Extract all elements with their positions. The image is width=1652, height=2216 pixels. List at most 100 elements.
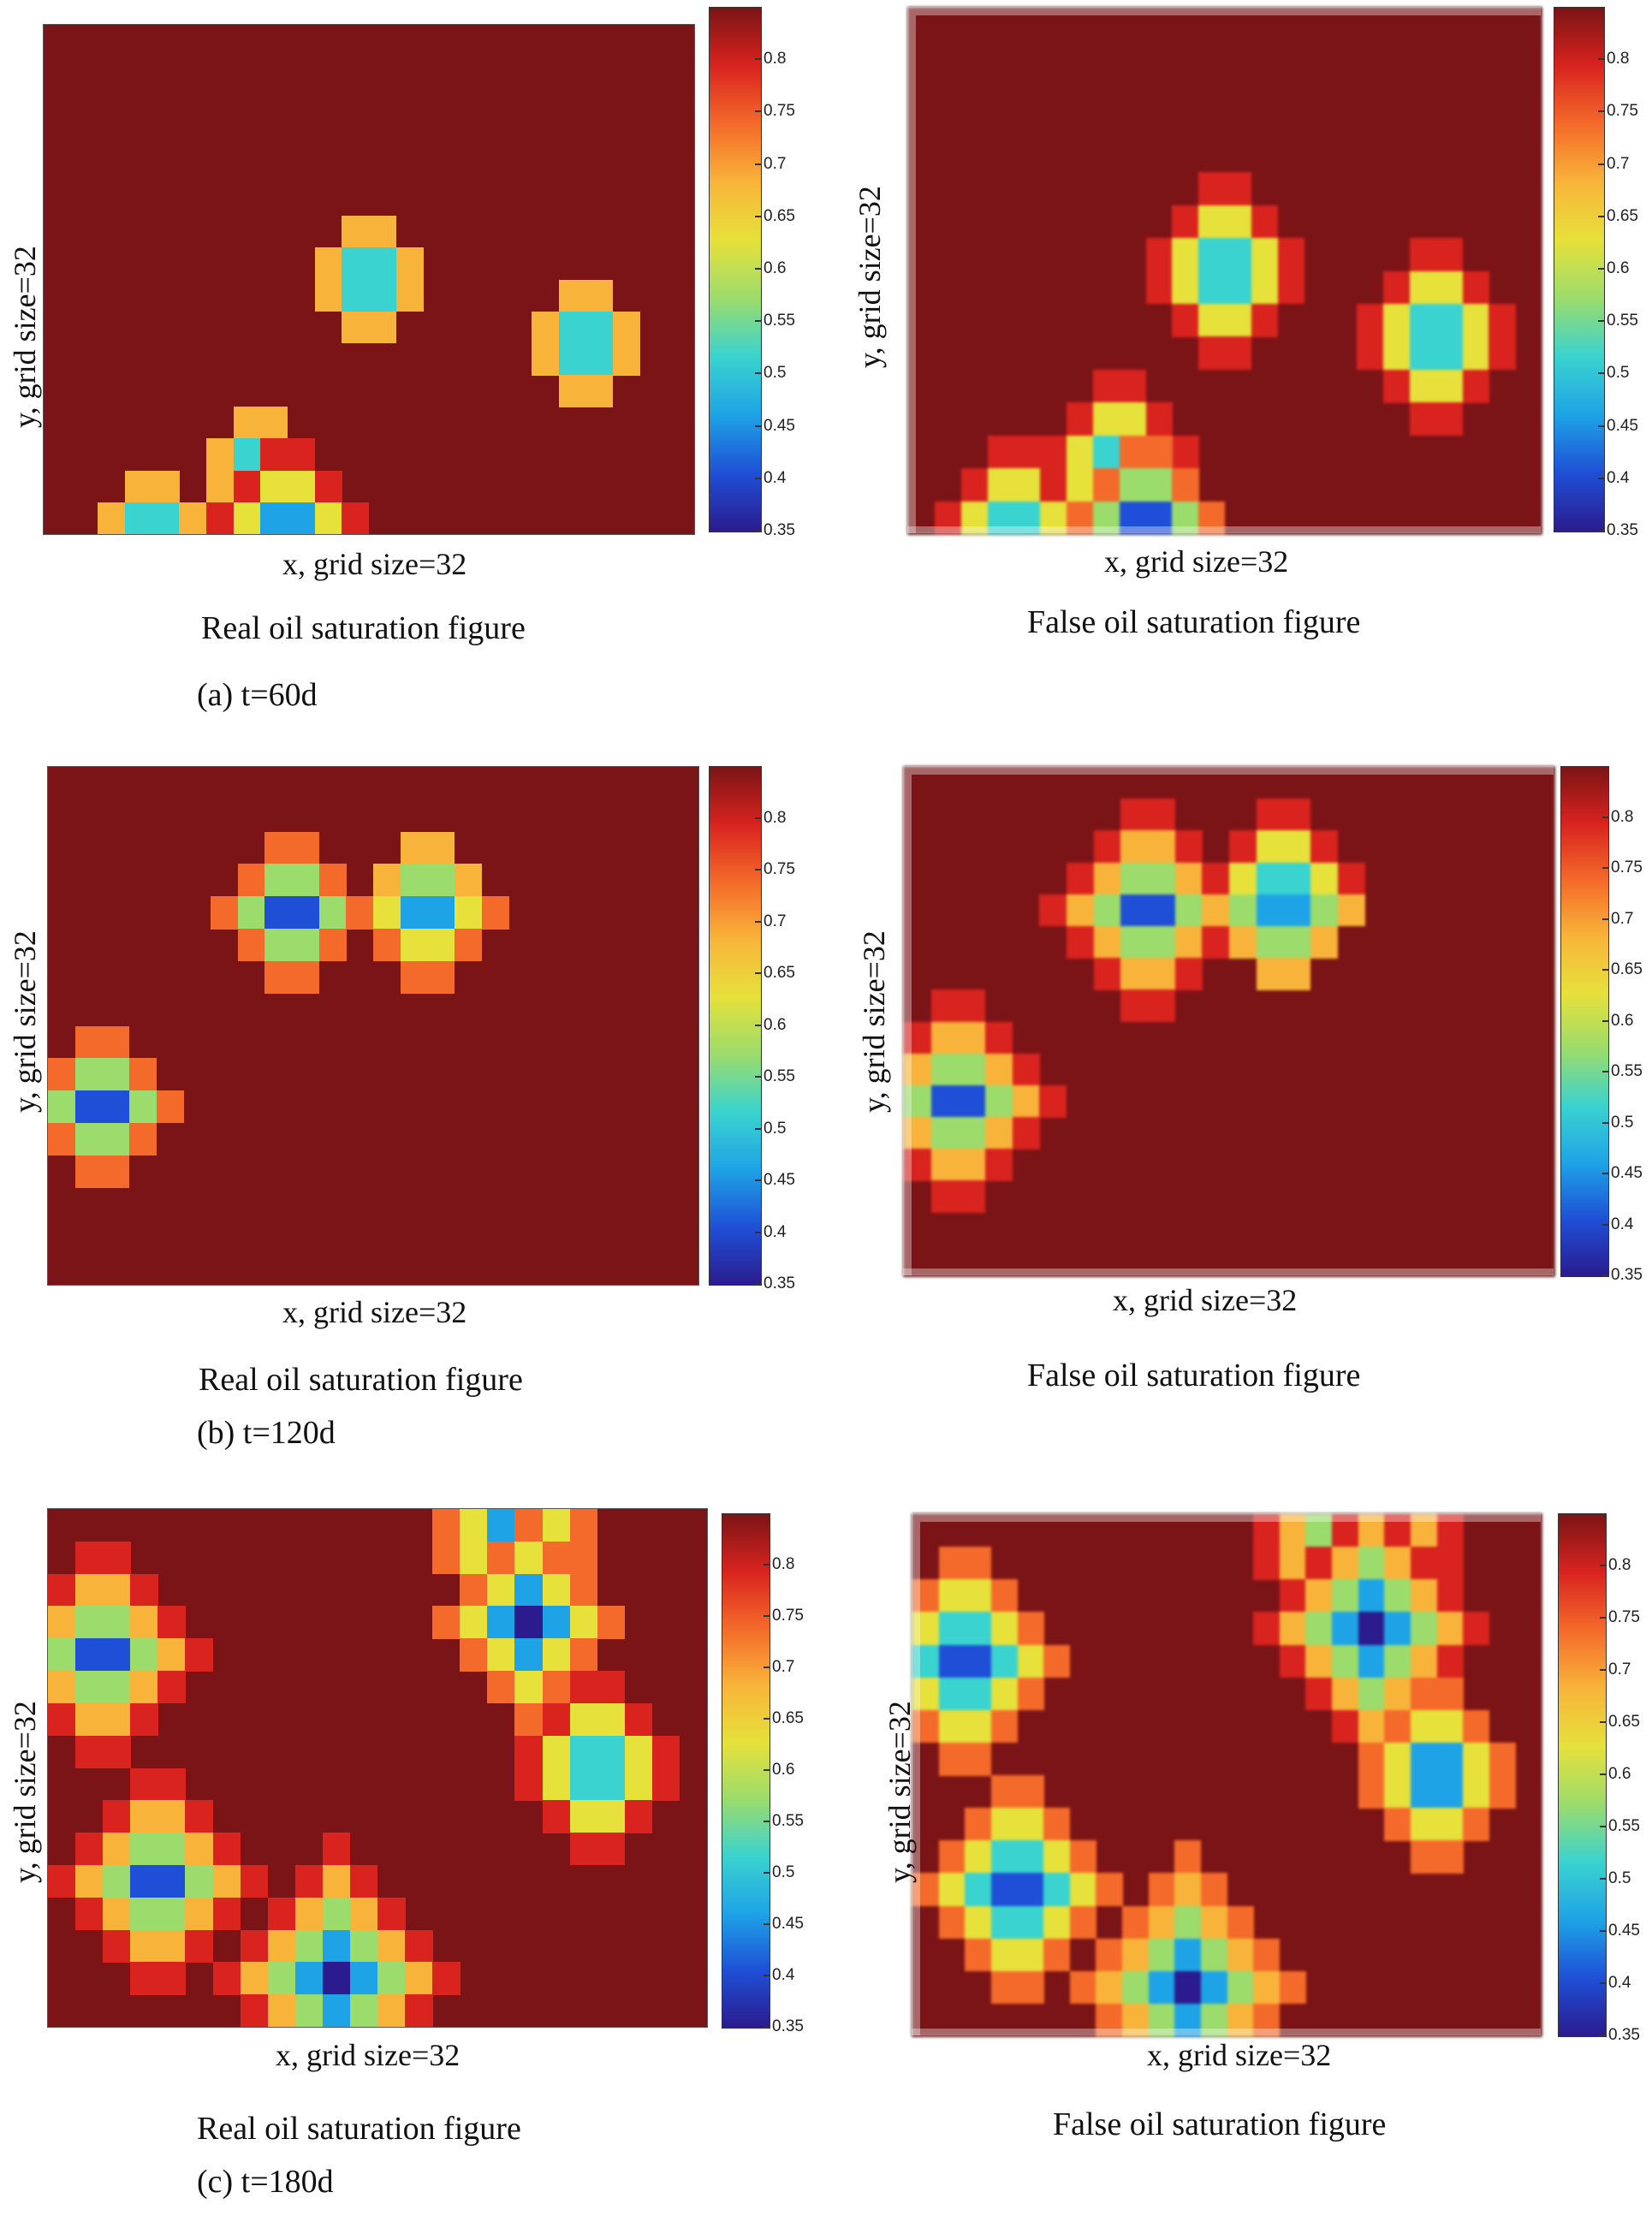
- colorbar-tick-label: 0.45: [772, 1915, 804, 1933]
- colorbar-tick-mark: [755, 1179, 761, 1181]
- heatmap-cell: [75, 1735, 104, 1768]
- heatmap-cell: [1148, 2003, 1175, 2036]
- heatmap-cell: [532, 342, 560, 376]
- heatmap-cell: [958, 1180, 986, 1214]
- heatmap-cell: [651, 1735, 680, 1768]
- y-axis-label: y, grid size=32: [8, 930, 42, 1113]
- heatmap-cell: [613, 311, 641, 344]
- heatmap-cell: [130, 1864, 158, 1898]
- heatmap-cell: [542, 1767, 571, 1801]
- heatmap-cell: [1283, 925, 1311, 959]
- heatmap-cell: [1145, 468, 1173, 502]
- colorbar-tick-mark: [1602, 1071, 1608, 1072]
- heatmap-cell: [157, 1929, 186, 1963]
- x-axis-label: x, grid size=32: [1113, 1283, 1298, 1317]
- heatmap-cell: [934, 501, 962, 534]
- colorbar-tick-label: 0.35: [1611, 1266, 1643, 1284]
- heatmap-cell: [1256, 925, 1284, 959]
- colorbar-tick-mark: [764, 1615, 770, 1617]
- heatmap-cell: [1436, 1612, 1464, 1645]
- heatmap-cell: [487, 1606, 515, 1639]
- heatmap-cell: [103, 1833, 131, 1866]
- heatmap-cell: [260, 407, 288, 439]
- heatmap-cell: [1198, 336, 1226, 371]
- heatmap-cell: [294, 1994, 324, 2027]
- heatmap-cell: [569, 1735, 598, 1768]
- colorbar-tick-label: 0.65: [772, 1709, 804, 1727]
- colorbar: [722, 1513, 770, 2029]
- colorbar-tick-mark: [764, 1821, 770, 1822]
- heatmap-cell: [130, 1573, 158, 1607]
- heatmap-cell: [930, 1149, 959, 1181]
- heatmap-cell: [460, 1606, 488, 1639]
- heatmap-cell: [542, 1541, 571, 1575]
- heatmap-cell: [1148, 989, 1176, 1022]
- heatmap-cell: [985, 1117, 1013, 1150]
- colorbar-tick-label: 0.6: [1608, 1765, 1631, 1783]
- heatmap-cell: [938, 1579, 966, 1613]
- colorbar-tick-mark: [755, 1076, 761, 1078]
- colorbar-tick-mark: [1602, 918, 1608, 920]
- heatmap-cell: [294, 1962, 324, 1995]
- heatmap-cell: [48, 1671, 76, 1704]
- heatmap-cell: [74, 1155, 103, 1189]
- heatmap-cell: [958, 1117, 986, 1150]
- heatmap-cell: [1283, 862, 1311, 895]
- colorbar-tick-mark: [755, 1231, 761, 1233]
- colorbar-tick-mark: [1602, 816, 1608, 818]
- colorbar-tick-label: 0.5: [764, 1119, 787, 1138]
- heatmap-cell: [233, 407, 261, 439]
- colorbar-tick-mark: [764, 1564, 770, 1565]
- heatmap-cell: [103, 1541, 131, 1575]
- heatmap-cell: [346, 896, 374, 930]
- heatmap-cell: [1172, 501, 1199, 534]
- colorbar-tick-mark: [764, 1872, 770, 1874]
- heatmap-cell: [514, 1509, 543, 1542]
- heatmap-cell: [1251, 303, 1279, 337]
- heatmap-cell: [1017, 1612, 1044, 1645]
- heatmap-cell: [487, 1541, 515, 1575]
- heatmap-cell: [1069, 1873, 1096, 1906]
- heatmap-cell: [267, 1929, 296, 1963]
- x-axis-label: x, grid size=32: [1147, 2038, 1332, 2072]
- heatmap-cell: [1148, 1938, 1175, 1972]
- heatmap-cell: [1174, 1840, 1202, 1874]
- heatmap-cell: [958, 1084, 986, 1118]
- heatmap-cell: [1093, 862, 1121, 895]
- heatmap-cell: [1283, 799, 1311, 831]
- heatmap-cell: [349, 1929, 378, 1963]
- heatmap-cell: [912, 1579, 940, 1613]
- heatmap-cell: [1383, 336, 1411, 371]
- heatmap-cell: [514, 1735, 543, 1768]
- heatmap-cell: [1225, 303, 1252, 337]
- heatmap-cell: [1436, 1775, 1464, 1809]
- heatmap-cell: [1305, 1677, 1333, 1711]
- heatmap-cell: [990, 1677, 1018, 1711]
- heatmap-cell: [1253, 1970, 1281, 2005]
- heatmap-cell: [514, 1702, 543, 1737]
- heatmap-cell: [1120, 925, 1149, 959]
- heatmap-cell: [237, 929, 265, 962]
- heatmap-cell: [1225, 205, 1252, 239]
- heatmap-cell: [1227, 2003, 1254, 2036]
- heatmap-cell: [965, 1938, 992, 1972]
- heatmap-cell: [1436, 1579, 1464, 1613]
- heatmap-cell: [264, 960, 293, 995]
- colorbar-tick-label: 0.4: [1611, 1215, 1634, 1233]
- heatmap-cell: [1012, 1117, 1040, 1150]
- heatmap-cell: [1383, 303, 1411, 337]
- y-axis-label: y, grid size=32: [857, 930, 891, 1113]
- heatmap-cell: [1148, 925, 1176, 959]
- colorbar-tick-label: 0.75: [1611, 858, 1643, 876]
- colorbar-tick-mark: [1598, 320, 1604, 323]
- heatmap-cell: [1145, 238, 1173, 271]
- heatmap-cell: [990, 1775, 1018, 1809]
- heatmap-cell: [1462, 270, 1489, 305]
- heatmap-cell: [264, 864, 293, 897]
- heatmap-cell: [1225, 336, 1252, 371]
- colorbar-tick-mark: [1600, 1878, 1606, 1880]
- heatmap-cell: [400, 960, 428, 995]
- heatmap-cell: [1436, 1742, 1464, 1776]
- heatmap-cell: [597, 1800, 626, 1833]
- heatmap-cell: [1096, 2003, 1123, 2036]
